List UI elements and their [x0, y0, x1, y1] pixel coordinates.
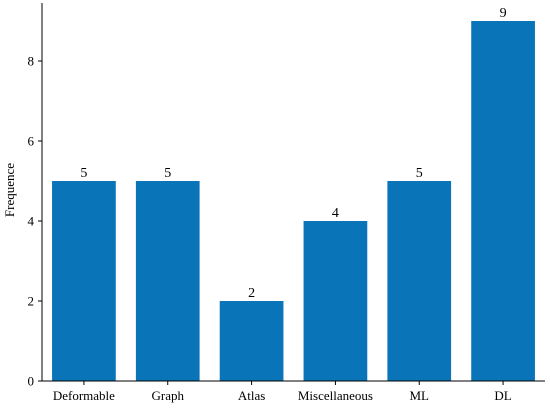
y-tick-label-8: 8 [28, 54, 35, 69]
data-label-graph: 5 [164, 166, 171, 181]
data-label-deformable: 5 [80, 166, 87, 181]
bar-ml [387, 181, 452, 381]
data-label-dl: 9 [500, 6, 507, 21]
y-axis-title: Frequence [2, 163, 17, 217]
y-tick-label-2: 2 [28, 294, 35, 309]
bar-dl [471, 21, 535, 381]
bar-miscellaneous [303, 221, 368, 381]
x-tick-label-atlas: Atlas [238, 388, 265, 403]
x-tick-label-deformable: Deformable [53, 388, 115, 403]
x-tick-label-miscellaneous: Miscellaneous [298, 388, 373, 403]
data-labels-layer: 5 5 2 4 5 9 [80, 6, 506, 301]
data-label-miscellaneous: 4 [332, 206, 339, 221]
bars-layer [52, 21, 535, 381]
x-tick-label-ml: ML [410, 388, 430, 403]
bar-deformable [52, 181, 116, 381]
y-tick-label-6: 6 [28, 134, 35, 149]
x-tick-label-dl: DL [494, 388, 511, 403]
bar-graph [135, 181, 200, 381]
data-label-ml: 5 [416, 166, 423, 181]
axes-layer: Deformable Graph Atlas Miscellaneous ML DL 0 2 4… [28, 3, 545, 403]
y-tick-label-4: 4 [28, 214, 35, 229]
data-label-atlas: 2 [248, 286, 255, 301]
bar-atlas [219, 301, 284, 381]
y-tick-label-0: 0 [28, 374, 35, 389]
x-tick-label-graph: Graph [152, 388, 185, 403]
